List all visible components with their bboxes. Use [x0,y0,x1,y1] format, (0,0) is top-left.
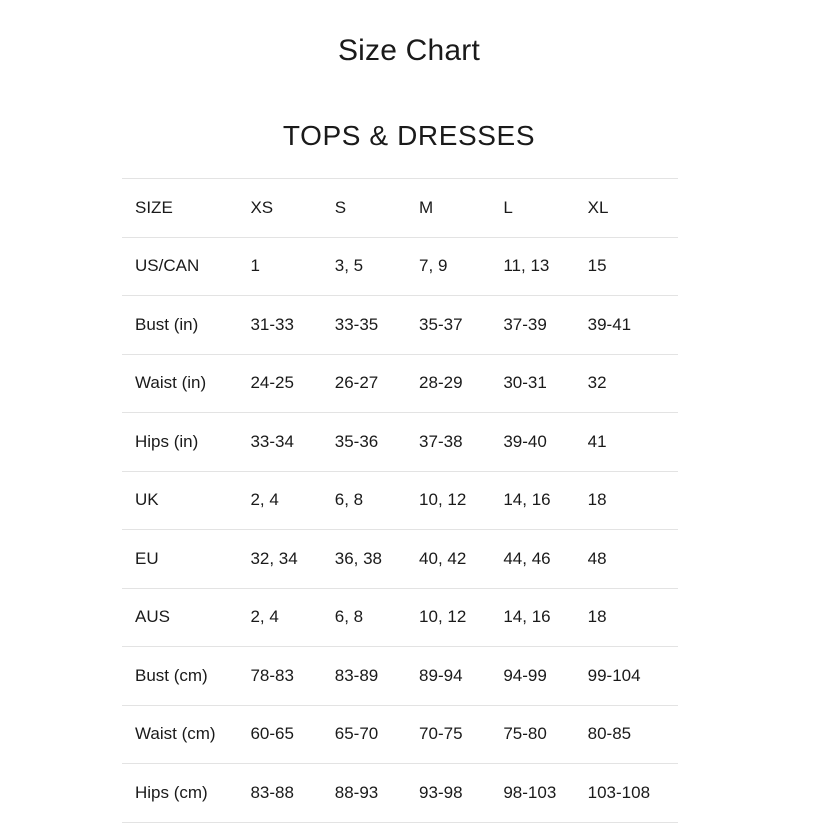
cell-xs: 60-65 [250,724,294,744]
row-label: Waist (cm) [135,724,216,744]
row-label: AUS [135,607,170,627]
page-title: Size Chart [337,34,481,67]
cell-l: 14, 16 [503,607,551,627]
cell-l: 14, 16 [503,490,551,510]
cell-xl: 18 [587,607,607,627]
table-row: Bust (in) 31-33 33-35 35-37 37-39 39-41 [122,295,678,355]
cell-xs: 32, 34 [250,548,298,568]
cell-s: 88-93 [334,782,379,802]
cell-m: 35-37 [419,314,463,334]
column-header-l: L [503,197,513,217]
cell-l: 44, 46 [503,548,551,568]
table-row: Hips (cm) 83-88 88-93 93-98 98-103 103-1… [122,763,678,822]
cell-l: 37-39 [503,314,547,334]
cell-xs: 2, 4 [250,607,279,627]
table-row: EU 32, 34 36, 38 40, 42 44, 46 48 [122,529,678,589]
cell-s: 6, 8 [334,490,364,510]
cell-l: 75-80 [503,724,547,744]
row-label: Bust (in) [135,314,199,334]
row-label: Hips (in) [135,431,199,451]
cell-xl: 80-85 [587,724,632,744]
cell-m: 10, 12 [419,490,467,510]
table-row: UK 2, 4 6, 8 10, 12 14, 16 18 [122,471,678,530]
size-table-head: SIZE XS S M L XL [122,178,678,237]
cell-xl: 32 [587,373,607,393]
column-header-size: SIZE [135,197,173,217]
cell-xl: 15 [587,256,607,276]
row-label: Hips (cm) [135,782,208,802]
cell-s: 36, 38 [334,548,383,568]
cell-m: 93-98 [419,782,463,802]
table-row: AUS 2, 4 6, 8 10, 12 14, 16 18 [122,588,678,647]
cell-l: 39-40 [503,431,547,451]
column-header-s: S [334,197,347,217]
row-label: US/CAN [135,256,200,276]
cell-xs: 78-83 [250,665,294,685]
cell-xs: 2, 4 [250,490,279,510]
cell-xs: 1 [250,256,260,276]
cell-xl: 48 [587,548,607,568]
cell-l: 11, 13 [503,256,550,276]
table-row: Waist (in) 24-25 26-27 28-29 30-31 32 [122,354,678,413]
cell-l: 94-99 [503,665,547,685]
size-table-container: SIZE XS S M L XL US/CAN 1 3, 5 7, 9 11, … [122,178,678,823]
table-row: Hips (in) 33-34 35-36 37-38 39-40 41 [122,412,678,472]
cell-s: 65-70 [334,724,379,744]
table-row: Waist (cm) 60-65 65-70 70-75 75-80 80-85 [122,705,678,764]
size-table: SIZE XS S M L XL US/CAN 1 3, 5 7, 9 11, … [122,178,678,823]
cell-m: 28-29 [419,373,463,393]
cell-s: 83-89 [334,665,379,685]
column-header-xl: XL [587,197,609,217]
section-title: TOPS & DRESSES [282,120,536,151]
size-table-body: US/CAN 1 3, 5 7, 9 11, 13 15 Bust (in) 3… [122,237,678,822]
cell-l: 98-103 [503,782,557,802]
cell-l: 30-31 [503,373,547,393]
cell-xl: 99-104 [587,665,641,685]
cell-xs: 31-33 [250,314,294,334]
table-header-row: SIZE XS S M L XL [122,178,678,237]
table-row: Bust (cm) 78-83 83-89 89-94 94-99 99-104 [122,646,678,706]
column-header-m: M [419,197,434,217]
cell-xl: 39-41 [587,314,632,334]
cell-m: 7, 9 [419,256,448,276]
cell-m: 70-75 [419,724,463,744]
cell-xl: 18 [587,490,607,510]
row-label: UK [135,490,159,510]
cell-m: 37-38 [419,431,463,451]
cell-m: 10, 12 [419,607,467,627]
cell-m: 40, 42 [419,548,467,568]
row-label: Waist (in) [135,373,207,393]
cell-xl: 41 [587,431,607,451]
cell-m: 89-94 [419,665,463,685]
cell-s: 35-36 [334,431,379,451]
cell-s: 26-27 [334,373,379,393]
cell-s: 33-35 [334,314,379,334]
cell-xl: 103-108 [587,782,651,802]
cell-xs: 24-25 [250,373,294,393]
cell-xs: 83-88 [250,782,294,802]
cell-xs: 33-34 [250,431,294,451]
row-label: Bust (cm) [135,665,208,685]
cell-s: 6, 8 [334,607,364,627]
cell-s: 3, 5 [334,256,364,276]
row-label: EU [135,548,159,568]
table-row: US/CAN 1 3, 5 7, 9 11, 13 15 [122,237,678,296]
column-header-xs: XS [250,197,274,217]
